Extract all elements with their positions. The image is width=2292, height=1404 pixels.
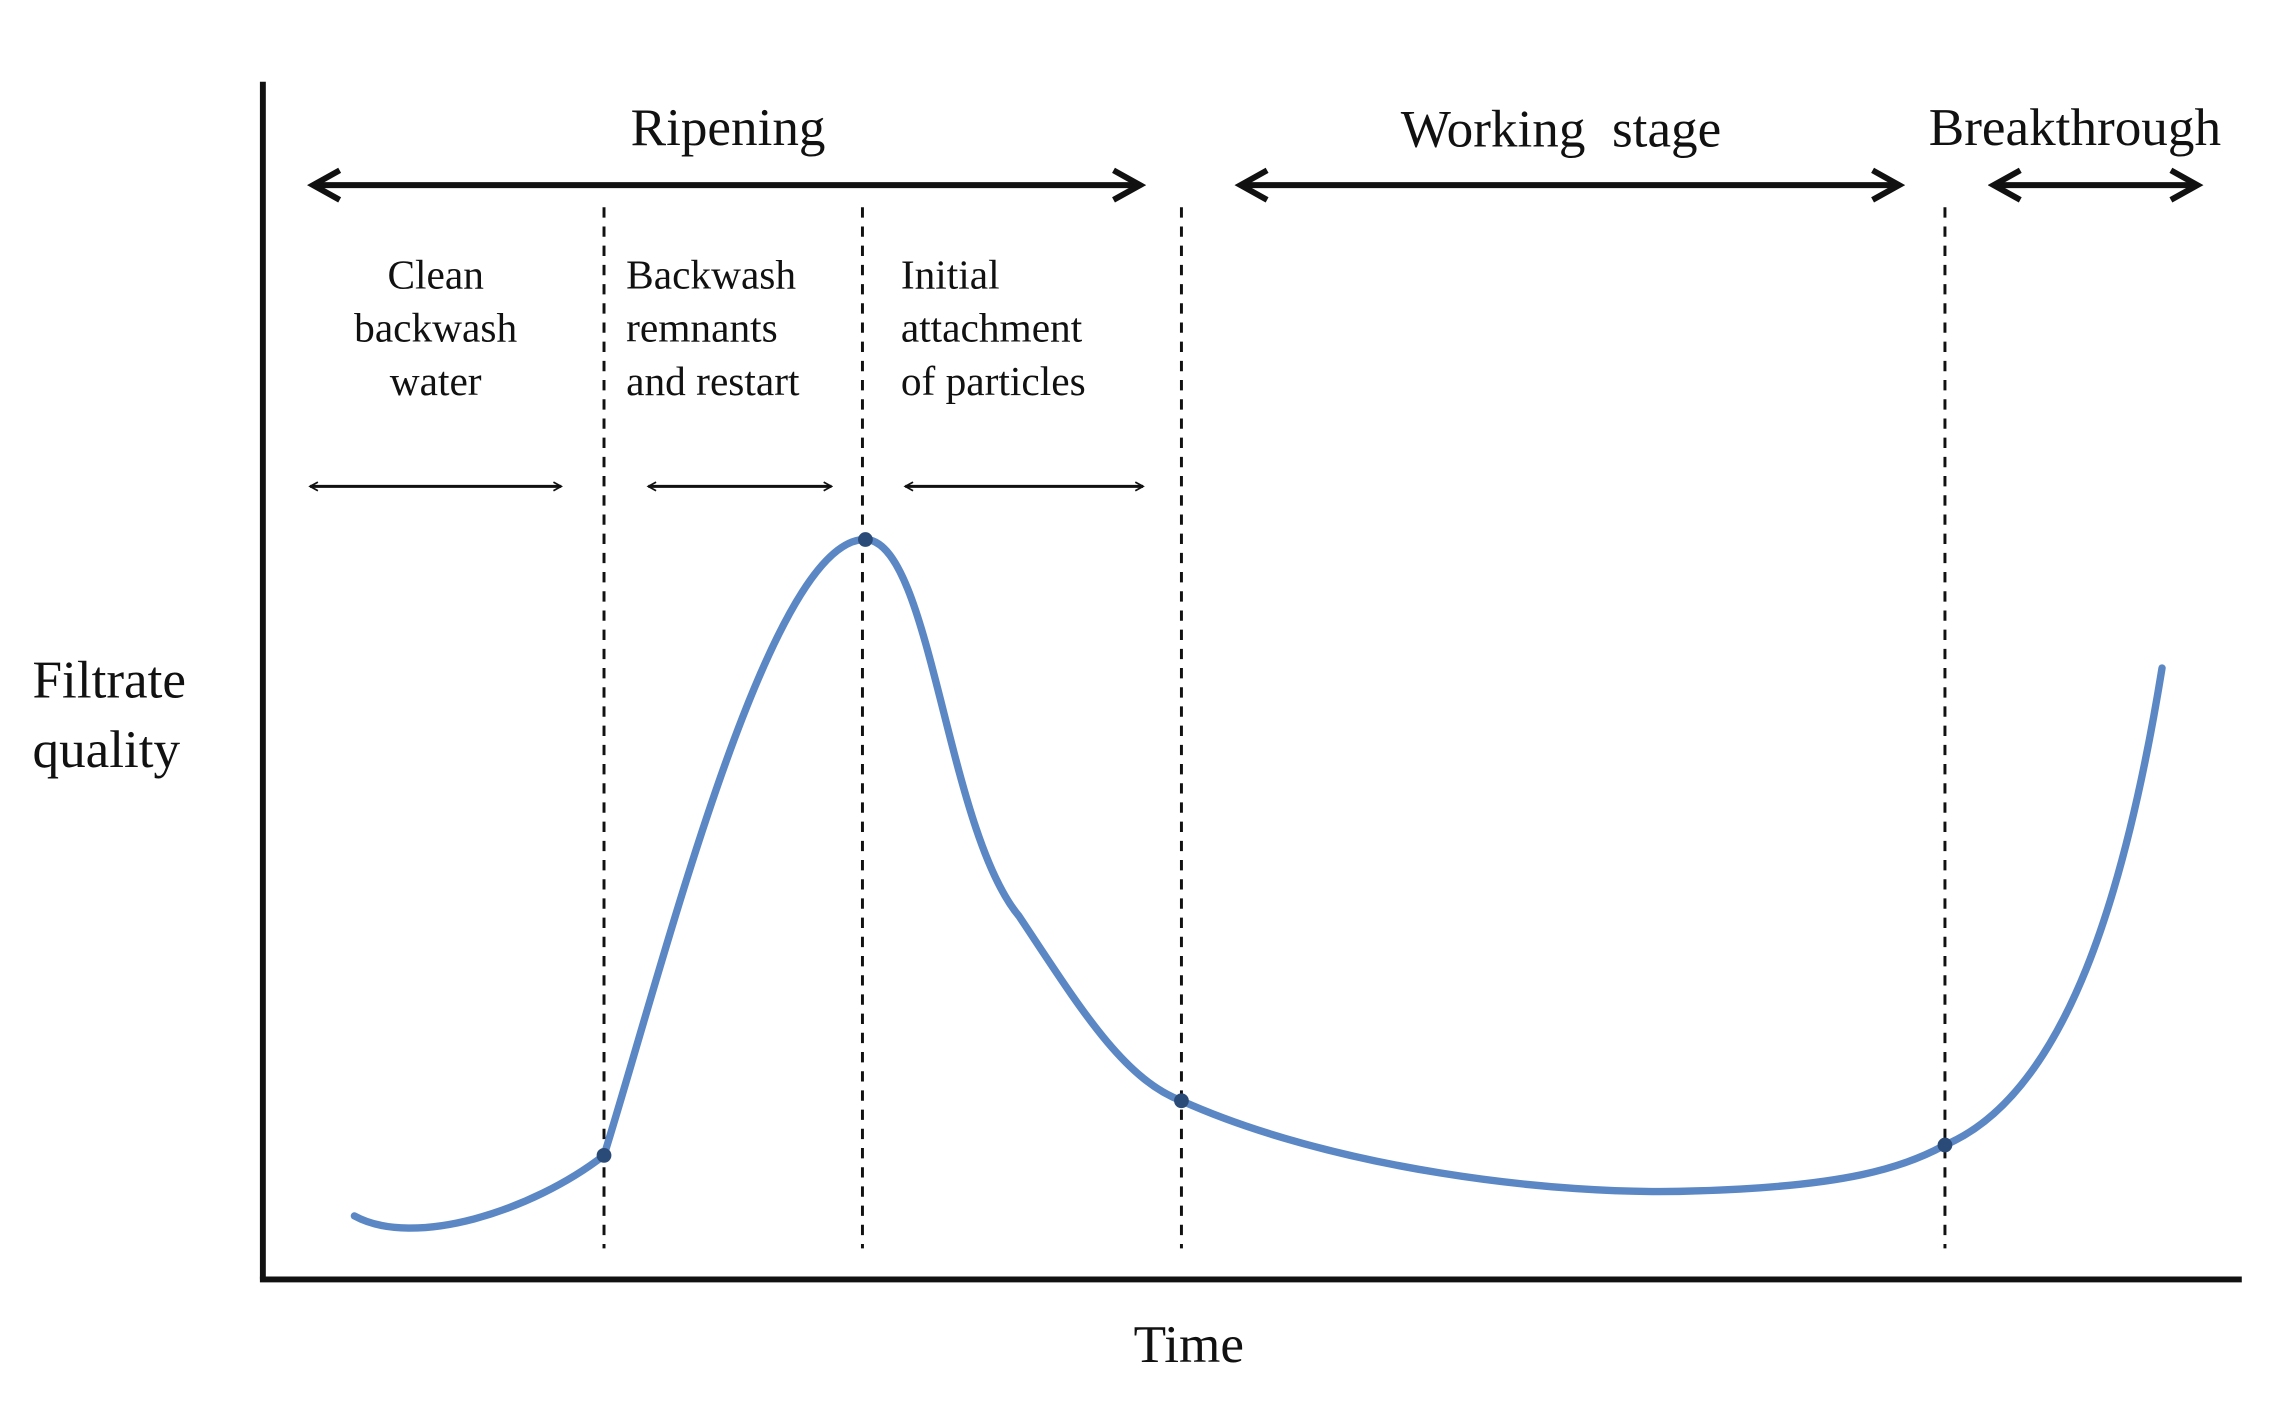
stage-label: Working stage (1401, 101, 1722, 159)
substage-label: and restart (626, 358, 800, 404)
curve-point (858, 532, 873, 547)
y-axis-label: quality (32, 721, 180, 779)
x-axis-label: Time (1134, 1316, 1244, 1374)
y-axis-label: Filtrate (32, 652, 186, 710)
substage-label: backwash (354, 305, 517, 351)
substage-label: Initial (901, 251, 1000, 297)
quality-curve (350, 535, 2166, 1232)
stage-label: Breakthrough (1929, 99, 2221, 157)
substage-label: attachment (901, 305, 1083, 351)
curve-point (1174, 1093, 1189, 1109)
substage-label: Backwash (626, 251, 796, 297)
substage-label: remnants (626, 305, 778, 351)
substage-label: of particles (901, 358, 1086, 404)
substage-label: Clean (387, 251, 484, 297)
substage-label: water (390, 358, 482, 404)
stage-label: Ripening (631, 99, 826, 157)
curve-point (1937, 1137, 1953, 1153)
curve-point (596, 1147, 612, 1163)
